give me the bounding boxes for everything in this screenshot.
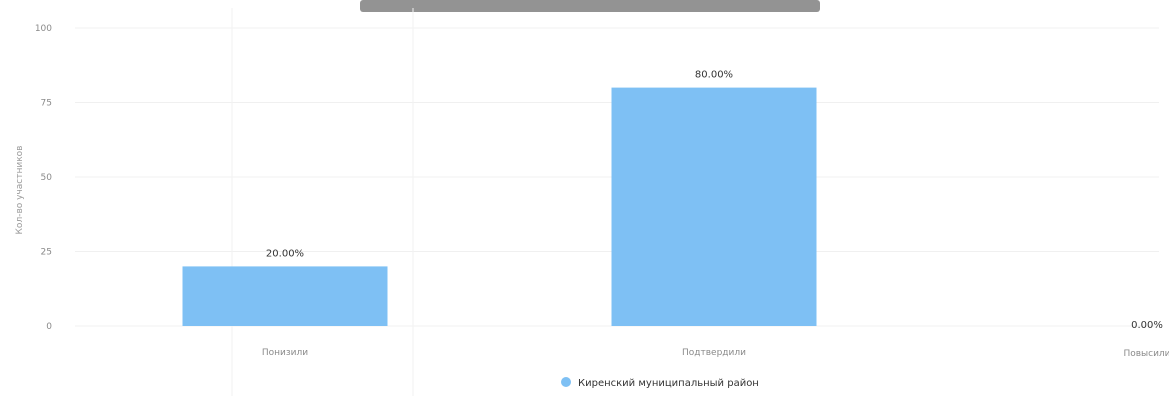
title-blur-shape — [360, 0, 820, 12]
bar[interactable] — [611, 87, 817, 326]
legend-label: Киренский муниципальный район — [578, 378, 759, 389]
data-labels: 20.00% 80.00% 0.00% — [266, 70, 1163, 331]
y-tick-label: 25 — [41, 248, 52, 258]
x-axis-labels: Понизили Подтвердили Повысили — [262, 348, 1169, 359]
x-category-label: Подтвердили — [682, 348, 746, 358]
bar-data-label: 80.00% — [695, 70, 733, 81]
legend[interactable]: Киренский муниципальный район — [561, 377, 759, 389]
y-tick-label: 100 — [35, 24, 52, 34]
y-tick-label: 50 — [41, 173, 53, 183]
x-category-label: Понизили — [262, 348, 308, 358]
bar-data-label: 0.00% — [1131, 320, 1163, 331]
bar[interactable] — [182, 266, 388, 326]
y-axis-ticks: 0 25 50 75 100 — [35, 24, 52, 332]
chart-title-area — [360, 0, 820, 12]
y-tick-label: 75 — [41, 99, 52, 109]
x-category-label: Повысили — [1123, 349, 1169, 359]
legend-swatch — [561, 377, 571, 387]
y-tick-label: 0 — [46, 322, 52, 332]
bars — [182, 87, 817, 326]
y-axis-title: Кол-во участников — [15, 146, 25, 235]
bar-data-label: 20.00% — [266, 248, 304, 259]
